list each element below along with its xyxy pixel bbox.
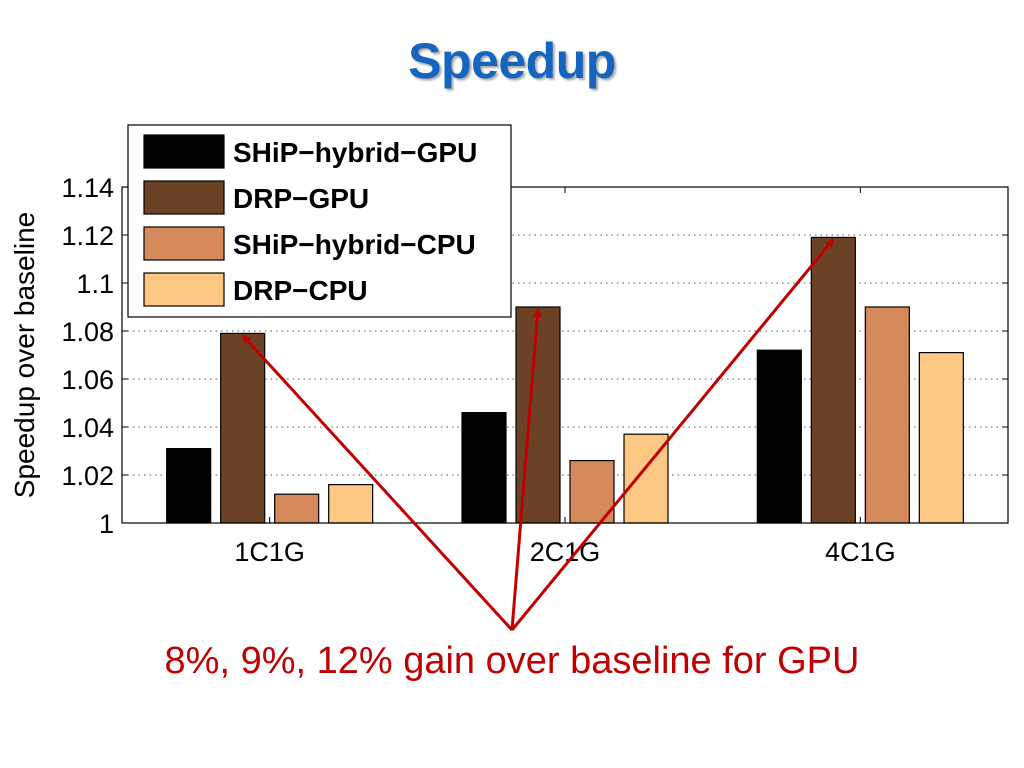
annotation-arrow: [510, 238, 835, 631]
y-tick-label: 1: [99, 509, 114, 539]
bar: [864, 306, 910, 524]
bars: [166, 236, 964, 524]
bar: [756, 349, 802, 524]
bar: [918, 352, 964, 524]
bar: [810, 236, 856, 524]
legend-swatch: [143, 272, 225, 307]
y-tick-label: 1.06: [61, 365, 114, 395]
legend-swatch: [143, 226, 225, 261]
legend-label: SHiP−hybrid−GPU: [233, 137, 477, 168]
grid-lines: [122, 234, 1008, 476]
annotation-arrow: [510, 308, 543, 631]
annotation-arrows: [241, 238, 835, 632]
x-tick-label: 1C1G: [234, 537, 305, 567]
y-axis-label: Speedup over baseline: [9, 212, 40, 498]
y-tick-label: 1.02: [61, 461, 114, 491]
legend-swatch: [143, 134, 225, 169]
y-tick-label: 1.04: [61, 413, 114, 443]
x-tick-label: 2C1G: [530, 537, 601, 567]
bar: [220, 332, 266, 524]
legend-label: DRP−GPU: [233, 183, 369, 214]
axis-ticks: 1 1.02 1.04 1.06 1.08 1.1 1.12 1.14 1C1G 2C1G 4C1G: [61, 173, 1008, 567]
legend-swatch: [143, 180, 225, 215]
bar: [461, 412, 507, 524]
x-tick-label: 4C1G: [825, 537, 896, 567]
y-tick-label: 1.1: [76, 269, 114, 299]
bar: [166, 448, 212, 524]
legend-label: SHiP−hybrid−CPU: [233, 229, 476, 260]
y-tick-label: 1.14: [61, 173, 114, 203]
y-tick-label: 1.12: [61, 221, 114, 251]
caption-text: 8%, 9%, 12% gain over baseline for GPU: [164, 640, 860, 682]
legend-label: DRP−CPU: [233, 275, 368, 306]
bar: [328, 484, 374, 524]
legend: SHiP−hybrid−GPU DRP−GPU SHiP−hybrid−CPU DRP…: [127, 124, 512, 318]
annotation-arrow: [241, 334, 514, 632]
slide-title: Speedup: [408, 33, 616, 89]
bar: [274, 493, 320, 524]
y-tick-label: 1.08: [61, 317, 114, 347]
